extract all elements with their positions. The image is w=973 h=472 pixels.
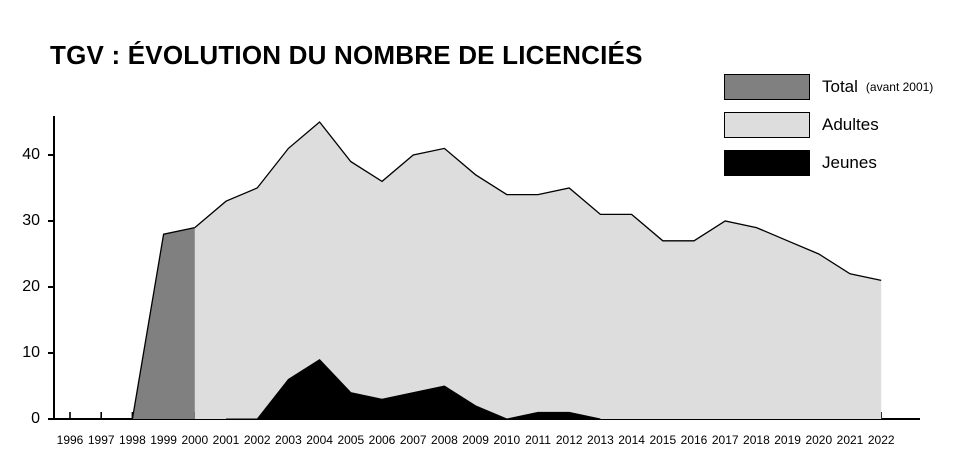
x-tick-label-4: 2000: [181, 433, 208, 447]
legend-swatch-total: [724, 74, 810, 100]
x-tick-label-8: 2004: [306, 433, 333, 447]
x-tick-label-11: 2007: [400, 433, 427, 447]
x-tick-label-7: 2003: [275, 433, 302, 447]
x-tick-label-22: 2018: [743, 433, 770, 447]
y-tick-label-1: 10: [22, 344, 40, 361]
x-tick-label-2: 1998: [119, 433, 146, 447]
x-tick-label-19: 2015: [649, 433, 676, 447]
legend-label-total: Total: [822, 77, 858, 96]
x-tick-label-17: 2013: [587, 433, 614, 447]
x-tick-label-9: 2005: [337, 433, 364, 447]
x-tick-label-12: 2008: [431, 433, 458, 447]
x-tick-label-0: 1996: [57, 433, 84, 447]
total-line: [70, 226, 195, 420]
legend-item-total: Total (avant 2001): [724, 72, 933, 102]
x-tick-label-21: 2017: [712, 433, 739, 447]
x-tick-label-14: 2010: [493, 433, 520, 447]
x-tick-label-25: 2021: [837, 433, 864, 447]
x-tick-label-13: 2009: [462, 433, 489, 447]
chart-title: TGV : ÉVOLUTION DU NOMBRE DE LICENCIÉS: [50, 40, 643, 70]
legend-item-jeunes: Jeunes: [724, 148, 877, 178]
adultes-line: [194, 121, 882, 282]
x-tick-label-26: 2022: [868, 433, 895, 447]
x-tick-label-24: 2020: [805, 433, 832, 447]
jeunes-line: [226, 358, 601, 420]
legend-label-adultes: Adultes: [822, 115, 879, 134]
x-tick-label-5: 2001: [213, 433, 240, 447]
y-tick-label-3: 30: [22, 212, 40, 229]
x-tick-label-18: 2014: [618, 433, 645, 447]
legend: Total (avant 2001) Adultes Jeunes: [724, 72, 964, 182]
jeunes-area: [226, 359, 601, 419]
total-area: [70, 227, 195, 419]
legend-swatch-adultes: [724, 112, 810, 138]
y-tick-label-0: 0: [31, 410, 40, 427]
legend-label-jeunes: Jeunes: [822, 153, 877, 172]
legend-note-total: (avant 2001): [865, 80, 934, 94]
x-tick-label-10: 2006: [369, 433, 396, 447]
x-tick-label-16: 2012: [556, 433, 583, 447]
x-tick-label-23: 2019: [774, 433, 801, 447]
x-tick-label-15: 2011: [525, 433, 551, 447]
legend-item-adultes: Adultes: [724, 110, 879, 140]
legend-swatch-jeunes: [724, 150, 810, 176]
y-tick-label-2: 20: [22, 278, 40, 295]
x-tick-label-6: 2002: [244, 433, 271, 447]
x-tick-label-3: 1999: [150, 433, 177, 447]
x-tick-label-20: 2016: [681, 433, 708, 447]
x-tick-label-1: 1997: [88, 433, 115, 447]
y-tick-label-4: 40: [22, 146, 40, 163]
adultes-area: [194, 122, 882, 419]
